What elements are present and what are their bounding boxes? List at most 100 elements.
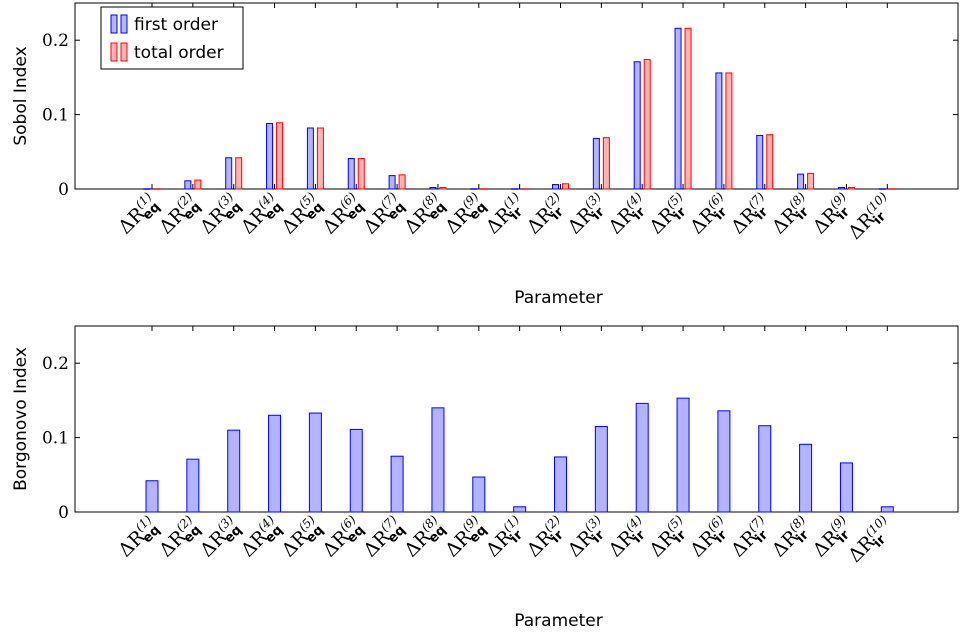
x-tick-label: ΔR(9)eq [440,189,492,241]
y-axis-title: Borgonovo Index [11,347,31,491]
y-tick-label: 0.1 [42,106,69,126]
bar [145,480,159,513]
x-tick-label: ΔR(5)ir [644,512,696,564]
x-tick-label: ΔR(8)eq [399,512,451,564]
x-tick-label: ΔR(6)eq [317,512,369,564]
x-tick-label: ΔR(3)eq [194,189,246,241]
legend-swatch [120,42,128,62]
x-tick-label: ΔR(8)eq [399,189,451,241]
bar [143,188,151,190]
bar [592,137,600,190]
bar [635,402,649,513]
x-tick-label: ΔR(8)ir [766,189,818,241]
bar [521,188,529,190]
x-axis-title: Parameter [514,611,602,631]
y-axis-title: Sobol Index [11,46,31,145]
y-tick-label: 0.1 [42,429,69,449]
bar [357,157,365,190]
bar [268,414,282,513]
bar [837,187,845,190]
x-tick-label: ΔR(1)ir [480,189,532,241]
x-tick-label: ΔR(5)eq [276,189,328,241]
x-tick-label: ΔR(4)eq [235,512,287,564]
chart-panel-1: 0 0.1 0.2 Sobol Index Parameter ΔR(1)eqΔR(2)e… [11,2,959,308]
bar [266,123,274,190]
bar [807,172,815,190]
bar [766,134,774,190]
bar [429,187,437,190]
bar [562,183,569,190]
y-tick-label: 0.2 [42,31,69,51]
x-tick-label: ΔR(2)eq [154,512,206,564]
bar [388,175,396,190]
x-tick-label: ΔR(9)ir [807,189,859,241]
x-tick-label: ΔR(1)eq [113,512,165,564]
bar [633,61,641,190]
bar [758,425,772,513]
x-tick-label: ΔR(7)eq [358,189,410,241]
bar [153,188,161,190]
x-tick-label: ΔR(1)ir [480,512,532,564]
axis-frame [74,325,959,513]
bar [349,428,363,513]
legend: first order total order [100,6,244,70]
bar [847,187,855,190]
bar [431,407,445,513]
bar [480,188,488,190]
x-tick-label: ΔR(5)ir [644,189,696,241]
bar [839,462,853,513]
bar [472,476,486,513]
bar [554,456,567,513]
bar [756,134,764,190]
bar [225,157,233,190]
x-tick-label: ΔR(2)eq [154,189,206,241]
bar [227,429,241,513]
x-tick-label: ΔR(3)ir [562,189,614,241]
x-tick-label: ΔR(1)eq [113,189,165,241]
bar [347,157,355,190]
bar [880,506,894,513]
x-tick-label: ΔR(3)ir [562,512,614,564]
bar [594,425,608,513]
legend-label: first order [134,15,218,35]
legend-swatch [110,42,118,62]
bar [552,184,559,190]
bar [676,397,690,513]
bar [725,72,733,190]
bar [684,27,692,190]
y-tick-label: 0.2 [42,354,69,374]
bar [717,410,731,513]
bar [439,187,447,190]
bar [398,174,406,190]
legend-swatch [120,14,128,34]
y-tick-label: 0 [58,503,69,523]
bar [306,127,314,190]
x-tick-label: ΔR(7)eq [358,512,410,564]
x-tick-label: ΔR(10)ir [843,189,900,246]
bar [186,458,200,513]
bar [316,127,324,190]
x-tick-label: ΔR(8)ir [766,512,818,564]
x-axis-title: Parameter [514,288,602,308]
bar [878,188,886,190]
legend-label: total order [134,43,224,63]
bar [674,27,682,190]
x-tick-label: ΔR(6)ir [685,512,737,564]
bar [888,188,896,190]
bar [276,122,284,190]
x-tick-label: ΔR(6)eq [317,189,369,241]
x-tick-label: ΔR(5)eq [276,512,328,564]
bar [797,173,805,190]
x-tick-label: ΔR(2)ir [521,189,573,241]
bar [194,179,202,190]
x-tick-label: ΔR(4)ir [603,512,655,564]
bar [308,412,322,513]
bar [715,72,723,190]
x-tick-label: ΔR(10)ir [843,512,900,569]
x-tick-label: ΔR(7)ir [725,512,777,564]
x-tick-label: ΔR(7)ir [725,189,777,241]
bar [799,443,813,513]
legend-swatch [110,14,118,34]
